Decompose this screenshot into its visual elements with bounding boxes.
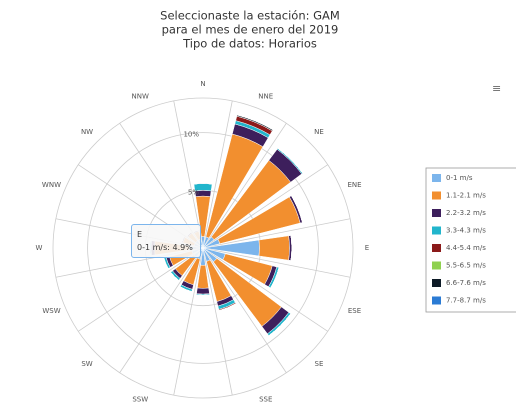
legend-box	[425, 167, 516, 313]
legend-swatch[interactable]	[432, 244, 441, 252]
radial-grid-line	[202, 247, 328, 332]
menu-button[interactable]: ≡	[492, 82, 502, 95]
bar-segment	[196, 287, 210, 295]
tooltip: E 0-1 m/s: 4.9%	[131, 224, 201, 258]
legend-swatch[interactable]	[432, 226, 441, 235]
tooltip-title: E	[137, 230, 143, 239]
bar-segment	[258, 235, 290, 261]
tooltip-text: 0-1 m/s: 4.9%	[137, 243, 193, 252]
legend-swatch[interactable]	[432, 209, 441, 217]
direction-label: ESE	[348, 307, 361, 315]
bar-segment	[193, 183, 213, 185]
direction-label: SW	[81, 360, 92, 368]
direction-label: NNW	[132, 92, 149, 100]
direction-label: NE	[314, 128, 324, 136]
direction-label: E	[365, 244, 369, 252]
radial-grid-line	[202, 123, 287, 249]
direction-label: WSW	[42, 307, 60, 315]
direction-label: WNW	[42, 181, 61, 189]
bar-segment	[237, 114, 274, 131]
grid-circle	[52, 97, 354, 399]
y-tick-label: 10%	[183, 131, 199, 139]
chart-title: Seleccionaste la estación: GAM	[160, 9, 340, 23]
direction-label: SSE	[259, 396, 272, 404]
direction-label: NW	[81, 128, 93, 136]
radial-grid-line	[202, 218, 351, 249]
grid-circle	[87, 132, 319, 364]
bar-segment	[270, 267, 280, 289]
bar-segment	[291, 195, 303, 223]
legend-label[interactable]: 4.4-5.4 m/s	[446, 244, 486, 252]
radial-grid-line	[78, 247, 204, 332]
direction-label: SSW	[132, 396, 148, 404]
legend-swatch[interactable]	[432, 191, 441, 200]
direction-label: W	[36, 244, 43, 252]
direction-label: NNE	[258, 92, 273, 100]
legend-label[interactable]: 5.5-6.5 m/s	[446, 262, 486, 270]
chart-title: para el mes de enero del 2019	[162, 23, 339, 37]
legend-label[interactable]: 0-1 m/s	[446, 174, 473, 182]
radial-grid-line	[173, 247, 204, 396]
radial-grid-line	[202, 100, 233, 249]
legend-swatch[interactable]	[432, 261, 441, 270]
radial-grid-line	[119, 247, 204, 373]
y-tick-label: 5%	[188, 188, 199, 196]
bar-segment	[170, 272, 179, 281]
radial-grid-line	[202, 247, 287, 373]
legend-label[interactable]: 3.3-4.3 m/s	[446, 227, 486, 235]
legend-swatch[interactable]	[432, 279, 441, 287]
direction-label: ENE	[347, 181, 361, 189]
legend-label[interactable]: 2.2-3.2 m/s	[446, 209, 486, 217]
legend-label[interactable]: 1.1-2.1 m/s	[446, 192, 486, 200]
bar-segment	[277, 148, 303, 174]
radial-grid-line	[202, 164, 328, 249]
radial-grid-line	[202, 247, 233, 396]
radial-grid-line	[202, 247, 351, 278]
radial-grid-line	[173, 100, 204, 249]
chart-title: Tipo de datos: Horarios	[182, 37, 317, 51]
direction-label: SE	[315, 360, 324, 368]
legend-label[interactable]: 7.7-8.7 m/s	[446, 297, 486, 305]
direction-label: N	[200, 80, 205, 88]
legend-swatch[interactable]	[432, 174, 441, 182]
legend-swatch[interactable]	[432, 296, 441, 305]
legend-label[interactable]: 6.6-7.6 m/s	[446, 279, 486, 287]
